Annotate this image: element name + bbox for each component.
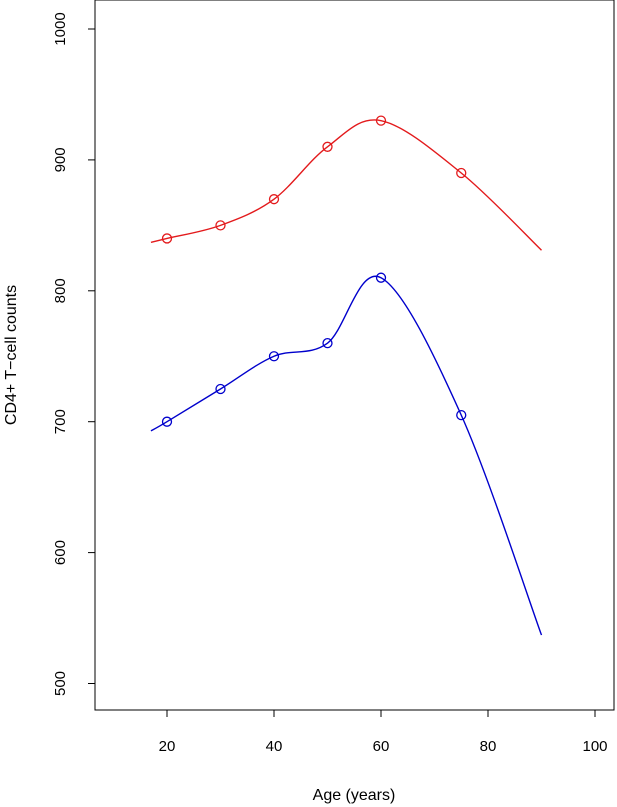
x-axis-label: Age (years) bbox=[313, 787, 396, 804]
y-tick-label: 900 bbox=[52, 147, 69, 172]
y-tick-label: 1000 bbox=[52, 12, 69, 45]
data-point bbox=[456, 410, 467, 421]
y-tick-label: 600 bbox=[52, 540, 69, 565]
x-tick-label: 100 bbox=[582, 738, 607, 755]
y-axis-label: CD4+ T−cell counts bbox=[3, 285, 20, 425]
plot-frame bbox=[94, 0, 615, 711]
series-1 bbox=[150, 115, 542, 251]
y-axis: 500 600 700 800 900 1000 bbox=[52, 12, 96, 696]
series-line bbox=[150, 275, 543, 636]
data-point bbox=[456, 167, 467, 179]
data-point bbox=[215, 383, 226, 395]
series-layer bbox=[150, 115, 543, 636]
x-tick-label: 40 bbox=[266, 738, 283, 755]
x-tick-label: 80 bbox=[480, 738, 497, 755]
x-axis: 20 40 60 80 100 bbox=[159, 709, 608, 755]
x-tick-label: 20 bbox=[159, 738, 176, 755]
series-line bbox=[150, 119, 542, 251]
y-tick-label: 700 bbox=[52, 409, 69, 434]
data-point bbox=[268, 351, 280, 362]
x-tick-label: 60 bbox=[373, 738, 390, 755]
data-point bbox=[161, 233, 173, 244]
data-point bbox=[322, 141, 333, 152]
data-point bbox=[161, 416, 173, 427]
series-2 bbox=[150, 272, 543, 636]
data-point bbox=[375, 115, 387, 126]
y-tick-label: 500 bbox=[52, 671, 69, 696]
data-point bbox=[375, 272, 387, 283]
data-point bbox=[268, 194, 280, 205]
data-point bbox=[322, 338, 333, 349]
y-tick-label: 800 bbox=[52, 278, 69, 303]
data-point bbox=[215, 220, 226, 231]
